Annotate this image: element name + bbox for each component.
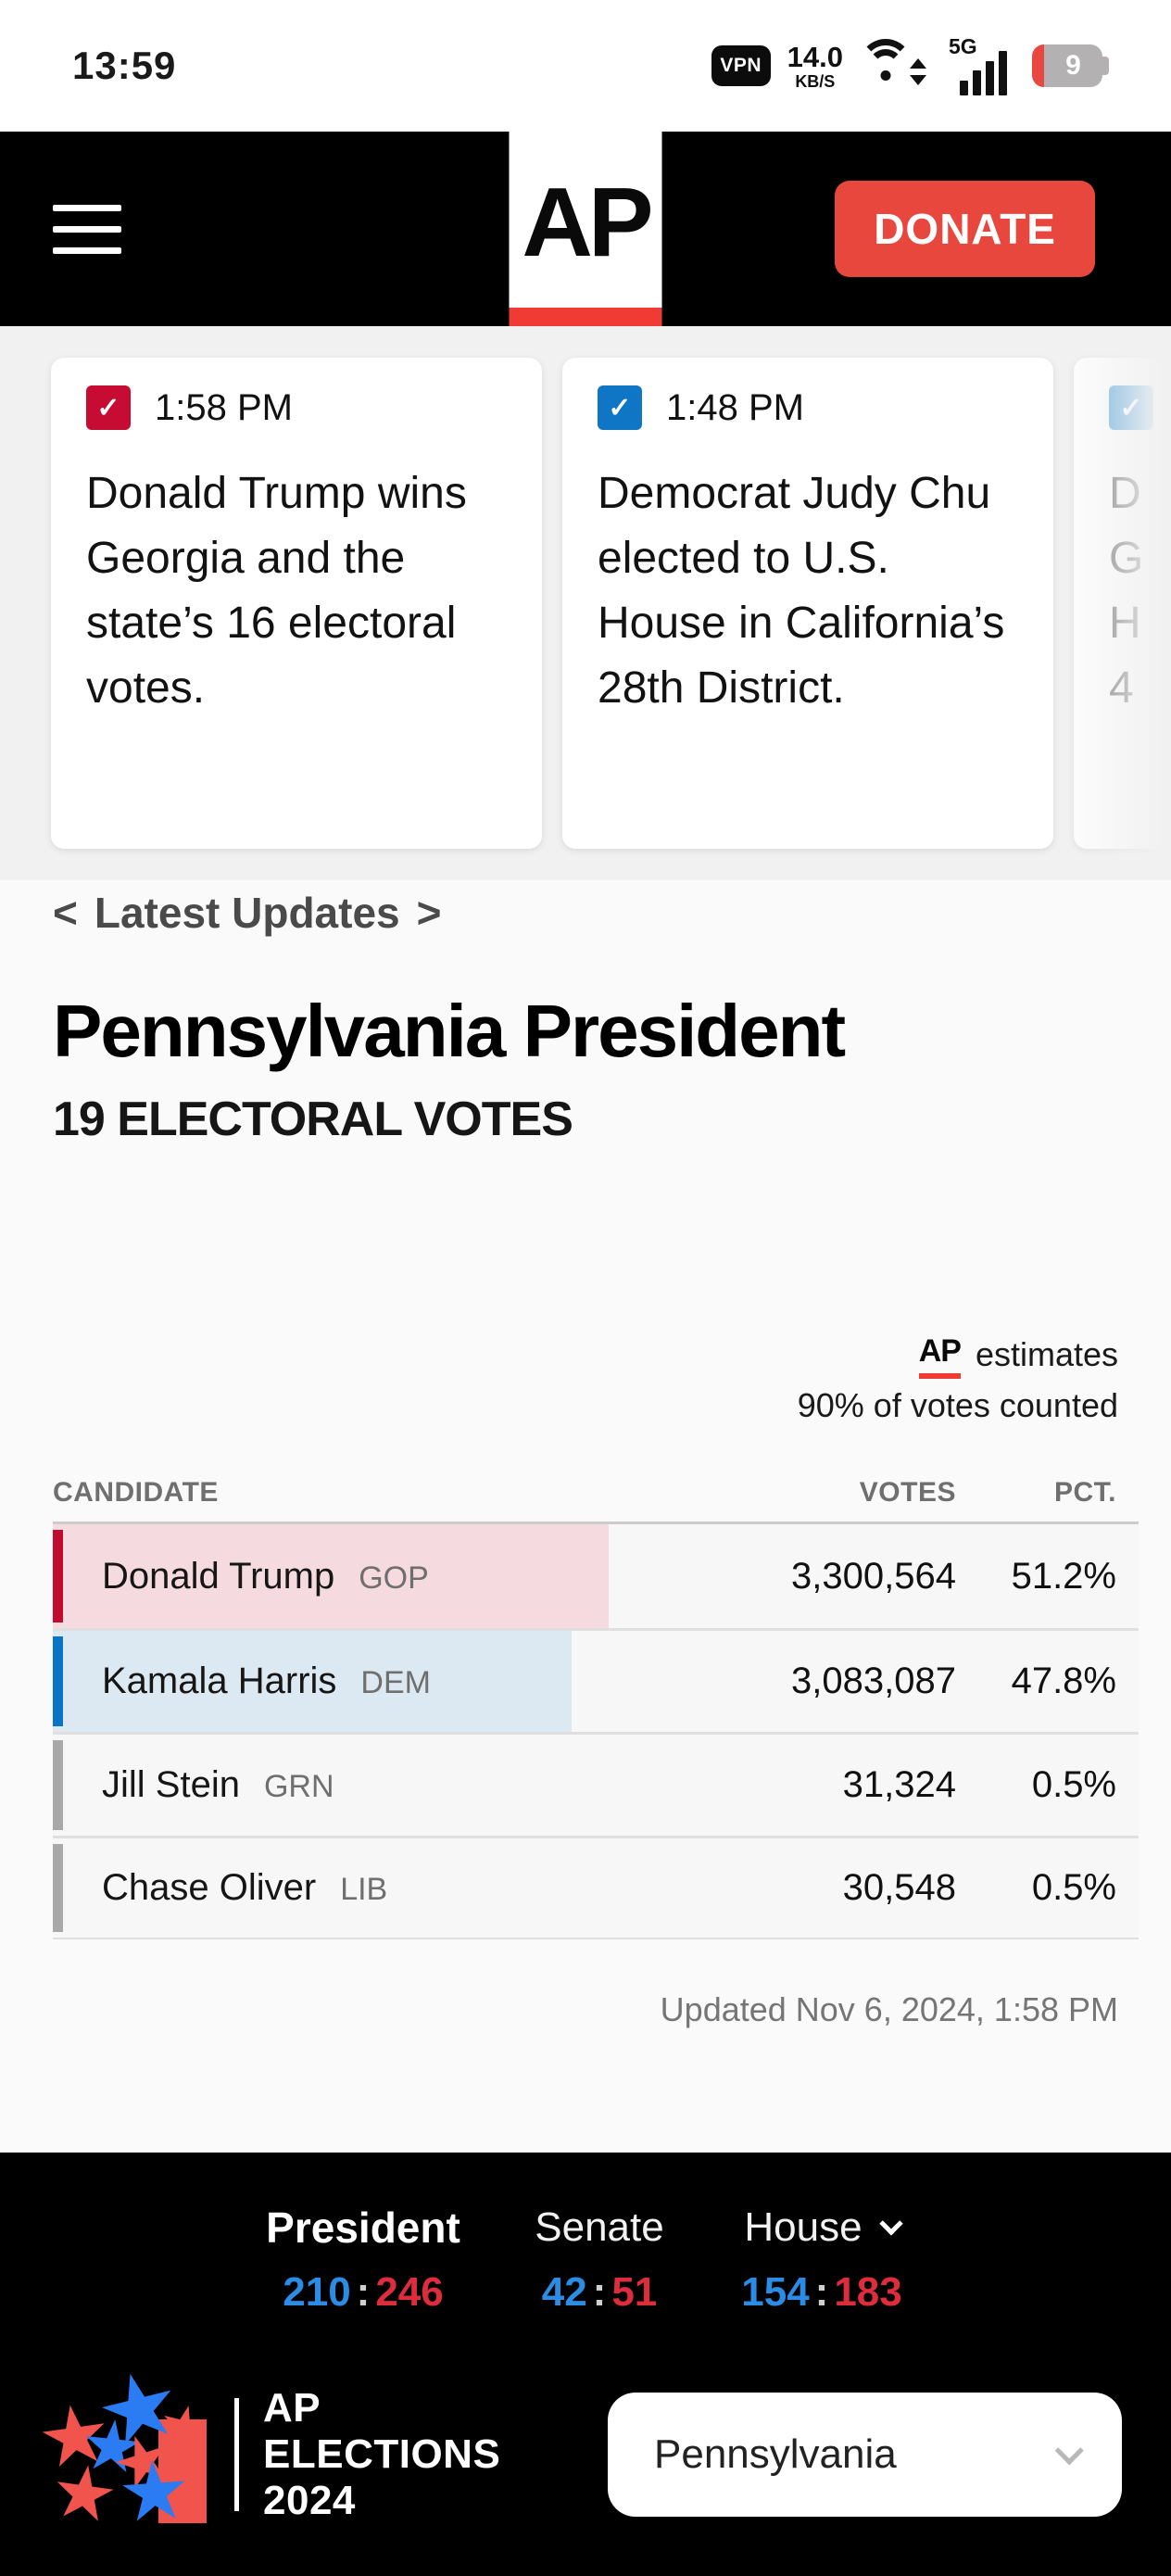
latest-updates-label: Latest Updates [94,889,400,937]
party-color-bar [53,1530,63,1623]
candidate-name: Donald Trump [102,1555,335,1597]
electoral-votes-subtitle: 19 ELECTORAL VOTES [53,1092,573,1147]
candidate-name: Kamala Harris [102,1661,337,1702]
update-text: Donald Trump wins Georgia and the state’… [86,469,467,713]
network-type-label: 5G [949,34,977,58]
update-card[interactable]: ✓ 1:48 PM Democrat Judy Chu elected to U… [562,358,1053,849]
senate-score: 42 : 51 [541,2269,658,2315]
vpn-icon: VPN [711,45,771,86]
dem-score: 42 [541,2269,587,2315]
results-table-header: CANDIDATE VOTES PCT. [53,1477,1139,1525]
state-selector-value: Pennsylvania [654,2431,897,2477]
column-pct: PCT. [1053,1477,1116,1509]
column-votes: VOTES [859,1477,956,1509]
update-text: D G H 4 [1109,469,1144,713]
gop-score: 246 [375,2269,444,2315]
ap-logo-red-strip [509,308,662,326]
votes-value: 30,548 [842,1867,956,1909]
gop-score: 183 [834,2269,902,2315]
column-candidate: CANDIDATE [53,1477,219,1509]
chevron-down-icon[interactable] [878,2212,903,2236]
estimates-label: estimates [975,1335,1118,1374]
latest-updates-nav: < Latest Updates > [53,880,1118,938]
votes-value: 3,300,564 [791,1555,956,1597]
update-card[interactable]: ✓ 1:58 PM Donald Trump wins Georgia and … [51,358,542,849]
table-row: Chase Oliver LIB 30,548 0.5% [53,1836,1139,1940]
update-time: 1:58 PM [155,386,293,428]
update-time: 1:48 PM [666,386,804,428]
logo-divider [234,2398,239,2511]
party-color-bar [53,1844,63,1933]
candidate-name: Jill Stein [102,1764,240,1806]
ap-elections-2024-logo: ★ ★ ★ ★ ★ ★ ★ AP ELECTIONS 2024 [31,2347,501,2540]
vote-share-bar [53,1631,573,1733]
party-color-bar [53,1740,63,1831]
donate-button[interactable]: DONATE [835,181,1095,277]
stars-graphic: ★ ★ ★ ★ ★ ★ ★ [31,2347,216,2540]
page-title: Pennsylvania President [53,990,846,1072]
party-label: GOP [359,1559,429,1596]
app-header: AP DONATE [0,132,1171,326]
pct-value: 51.2% [1011,1555,1116,1597]
ap-mini-logo: AP [918,1331,962,1380]
carousel-prev-icon[interactable]: < [53,889,78,937]
menu-icon[interactable] [53,190,121,269]
race-tabs: President Senate House [0,2153,1171,2253]
clock: 13:59 [72,44,177,87]
balance-of-power-scores: 210 : 246 42 : 51 154 : 183 [0,2269,1171,2316]
votes-value: 31,324 [842,1764,956,1806]
upload-arrow-icon [910,58,926,69]
race-content: < Latest Updates > Pennsylvania Presiden… [0,880,1171,2153]
ap-logo[interactable]: AP [509,132,662,326]
race-called-check-icon: ✓ [1109,385,1153,430]
carousel-next-icon[interactable]: > [416,889,442,937]
president-score: 210 : 246 [283,2269,444,2315]
network-speed-unit: KB/S [795,71,836,91]
party-label: GRN [263,1769,334,1805]
votes-value: 3,083,087 [791,1661,956,1702]
logo-text: AP ELECTIONS 2024 [263,2384,501,2524]
update-card[interactable]: ✓ D G H 4 [1074,358,1171,849]
pct-value: 47.8% [1011,1661,1116,1702]
race-called-check-icon: ✓ [86,385,131,430]
table-row: Donald Trump GOP 3,300,564 51.2% [53,1524,1139,1629]
cellular-signal-icon: 5G [949,34,1015,95]
pct-value: 0.5% [1031,1867,1116,1909]
race-called-check-icon: ✓ [598,385,642,430]
state-selector-dropdown[interactable]: Pennsylvania [608,2393,1122,2517]
wifi-icon [859,39,932,93]
pct-value: 0.5% [1031,1764,1116,1806]
dem-score: 154 [741,2269,810,2315]
network-speed: 14.0 KB/S [787,43,843,90]
estimates-block: AP estimates 90% of votes counted [53,1331,1118,1425]
candidate-name: Chase Oliver [102,1867,317,1909]
update-text: Democrat Judy Chu elected to U.S. House … [598,469,1005,713]
chevron-down-icon [1054,2436,1084,2466]
party-label: LIB [340,1872,388,1908]
download-arrow-icon [910,75,926,85]
table-row: Jill Stein GRN 31,324 0.5% [53,1732,1139,1837]
gop-score: 51 [611,2269,658,2315]
status-bar: 13:59 VPN 14.0 KB/S 5G 9 [0,0,1171,132]
votes-counted-label: 90% of votes counted [797,1386,1118,1425]
battery-percent: 9 [1065,50,1081,81]
tab-house[interactable]: House [744,2204,863,2250]
party-color-bar [53,1636,63,1727]
ap-logo-text: AP [522,167,653,277]
tab-senate[interactable]: Senate [535,2204,664,2250]
battery-charge-level [1032,44,1044,87]
status-icons: VPN 14.0 KB/S 5G 9 [711,34,1112,95]
party-label: DEM [360,1665,431,1701]
tab-president[interactable]: President [266,2203,460,2252]
house-score: 154 : 183 [741,2269,902,2315]
battery-icon: 9 [1032,44,1112,87]
dem-score: 210 [283,2269,351,2315]
table-row: Kamala Harris DEM 3,083,087 47.8% [53,1628,1139,1733]
results-table: CANDIDATE VOTES PCT. Donald Trump GOP 3,… [53,1477,1139,1940]
updated-timestamp: Updated Nov 6, 2024, 1:58 PM [660,1990,1118,2029]
vote-share-bar [53,1524,610,1629]
balance-of-power-footer: President Senate House 210 : 246 42 : 51… [0,2153,1171,2576]
network-speed-value: 14.0 [787,40,843,73]
updates-carousel: ✓ 1:58 PM Donald Trump wins Georgia and … [0,326,1171,880]
